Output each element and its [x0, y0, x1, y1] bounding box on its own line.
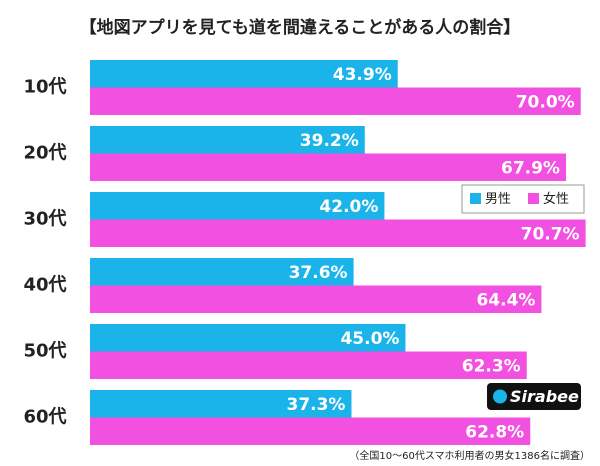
y-tick-label: 20代	[23, 143, 66, 164]
bar	[90, 87, 581, 115]
y-tick-label: 60代	[23, 407, 66, 428]
value-label: 43.9%	[333, 65, 392, 85]
value-label: 45.0%	[340, 329, 399, 349]
logo-icon	[493, 389, 507, 404]
y-tick-label: 50代	[23, 341, 66, 362]
bar	[90, 417, 531, 445]
legend-swatch	[528, 193, 539, 204]
logo: Sirabee	[510, 387, 579, 406]
bar	[90, 153, 566, 181]
bar	[90, 285, 542, 313]
bar	[90, 351, 527, 379]
value-label: 70.7%	[521, 224, 580, 244]
value-label: 70.0%	[516, 92, 575, 112]
bar	[90, 258, 354, 286]
bar	[90, 390, 352, 418]
y-tick-label: 30代	[23, 209, 66, 230]
value-label: 37.6%	[289, 263, 348, 283]
bar	[90, 192, 385, 220]
legend-label: 女性	[543, 191, 569, 207]
y-tick-label: 10代	[23, 77, 66, 98]
value-label: 64.4%	[476, 290, 535, 310]
legend-box	[461, 184, 585, 214]
value-label: 62.8%	[465, 422, 524, 442]
legend-swatch	[470, 193, 481, 204]
value-label: 42.0%	[319, 197, 378, 217]
legend-label: 男性	[485, 192, 511, 207]
bar	[90, 60, 398, 88]
value-label: 39.2%	[300, 131, 359, 151]
note: （全国10〜60代スマホ利用者の男女1386名に調査）	[349, 449, 590, 462]
value-label: 37.3%	[286, 395, 345, 415]
bar	[90, 219, 586, 247]
bar	[90, 126, 365, 154]
value-label: 67.9%	[501, 158, 560, 178]
y-tick-label: 40代	[23, 275, 66, 296]
bar	[90, 324, 406, 352]
logo-box	[487, 383, 581, 410]
chart-title: 【地図アプリを見ても道を間違えることがある人の割合】	[80, 17, 521, 38]
value-label: 62.3%	[462, 356, 521, 376]
